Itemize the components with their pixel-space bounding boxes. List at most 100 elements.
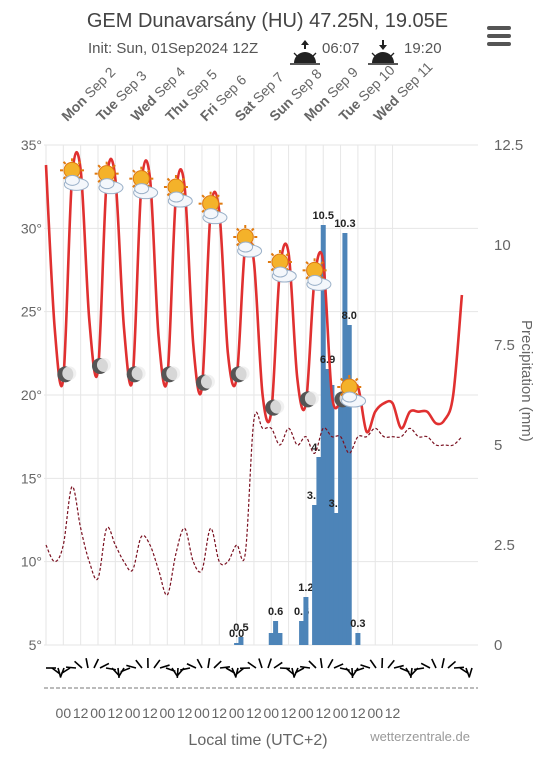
y-right-tick-label: 12.5 [494,137,523,154]
wind-arrow [279,667,291,670]
precip-bar [238,637,244,645]
sun-icon [163,175,188,199]
x-tick-label: 00 [298,705,314,721]
precip-bar [299,621,305,645]
wind-arrow [354,667,365,673]
wind-arrow [387,659,395,669]
precip-bar-label: 10.3 [334,218,355,230]
wind-arrow [351,667,354,679]
precip-bar-label: 6.9 [320,354,335,366]
wind-arrow [99,662,110,669]
wind-arrow [267,658,273,669]
x-tick-label: 12 [281,705,297,721]
x-tick-label: 12 [73,705,89,721]
y-left-tick-label: 25° [21,304,42,320]
cloud-icon [167,191,193,208]
sunset-icon [368,40,398,65]
wind-arrow [85,658,89,669]
x-tick-label: 00 [367,705,383,721]
x-tick-label: 00 [125,705,141,721]
wind-arrow [369,659,377,669]
moon-icon [57,366,77,383]
x-tick-label: 00 [160,705,176,721]
sunrise-icon [290,40,320,65]
moon-icon [265,399,285,416]
wind-arrow [176,667,179,679]
wind-arrow [308,660,317,669]
x-tick-label: 12 [142,705,158,721]
wind-arrow [61,667,71,674]
sun-icon [94,161,119,186]
x-tick-label: 00 [56,705,72,721]
precip-bar [268,633,274,645]
menu-icon[interactable] [487,26,511,46]
sunset-time: 19:20 [404,40,442,57]
x-tick-label: 00 [229,705,245,721]
precip-bar [333,513,339,645]
init-time: Init: Sun, 01Sep2024 12Z [88,40,259,57]
cloud-icon [306,274,332,291]
moon-icon [126,366,146,383]
precip-bar [277,633,283,645]
precip-bar-label: 0.5 [233,622,248,634]
wind-arrow [247,661,257,669]
moon-icon [91,358,111,374]
page-header: GEM Dunavarsány (HU) 47.25N, 19.05E Init… [0,0,535,70]
precip-bar [316,457,322,645]
y-right-tick-label: 0 [494,637,502,654]
cloud-icon [237,241,263,258]
precip-bar [329,385,335,645]
wind-arrow [171,667,179,677]
wind-arrow [327,658,334,669]
wind-arrow [159,664,170,669]
cloud-icon [202,208,228,225]
x-tick-label: 12 [385,705,401,721]
x-tick-label: 00 [263,705,279,721]
wind-arrow [135,659,143,669]
y-left-tick-label: 5° [29,637,42,653]
x-tick-label: 12 [177,705,193,721]
wind-arrow [409,667,413,679]
wind-arrow [351,667,359,677]
precip-bar [338,405,344,645]
y-right-tick-label: 5 [494,437,502,454]
wind-arrow [453,666,465,669]
precip-bar [273,621,279,645]
wind-arrow [65,666,77,669]
x-tick-label: 00 [194,705,210,721]
x-tick-label: 00 [90,705,106,721]
x-tick-label: 12 [350,705,366,721]
wind-arrow [273,661,283,669]
cloud-icon [63,174,89,191]
grid [44,144,478,646]
wind-arrow [180,667,191,671]
wind-arrow [186,663,197,669]
precip-bar-label: 0.6 [268,606,283,618]
wind-arrow [258,658,263,669]
precip-bar [303,597,309,645]
x-tick-label: 00 [333,705,349,721]
wind-arrow [196,658,203,669]
precip-bar [325,369,331,645]
wind-arrows [44,657,478,689]
sun-icon [302,258,327,283]
y-right-tick-label: 10 [494,237,511,254]
precip-bar-label: 10.5 [313,210,334,222]
y-left-tick-label: 35° [21,137,42,153]
wind-arrow [207,657,211,669]
wind-arrow [447,660,457,669]
x-tick-label: 12 [211,705,227,721]
y-left-tick-label: 15° [21,470,42,486]
wind-arrow [333,663,344,669]
wind-arrow [393,664,404,669]
wind-arrow [153,659,161,669]
y-left-tick-label: 10° [21,554,42,570]
wind-arrow [405,667,412,678]
moon-icon [299,391,319,408]
cloud-icon [341,391,367,408]
x-tick-label: 12 [315,705,331,721]
sunrise-time: 06:07 [322,40,360,57]
